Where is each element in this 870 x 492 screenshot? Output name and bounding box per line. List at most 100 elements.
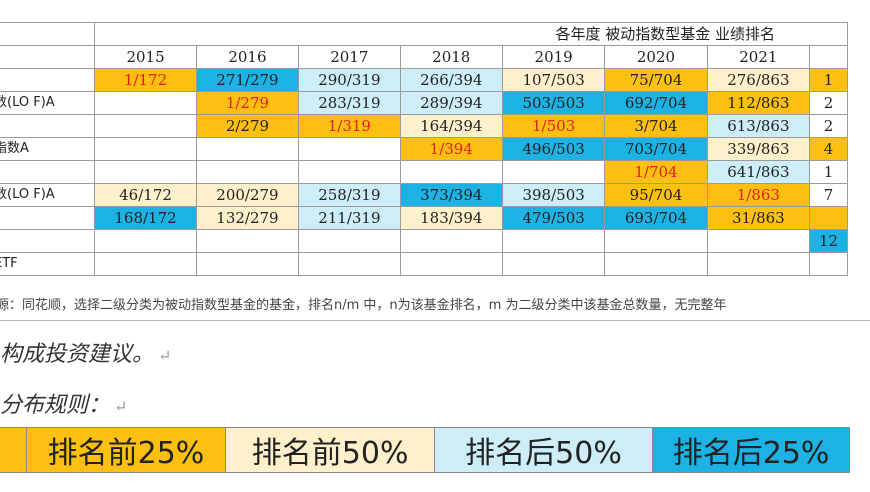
rank-cell: 479/503 <box>501 206 606 230</box>
fund-name: 融ETF <box>0 252 96 276</box>
legend-bottom25: 排名后25% <box>652 427 850 473</box>
rank-cell: 1/503 <box>501 114 606 138</box>
rank-cell <box>809 252 848 276</box>
legend-bottom50: 排名后50% <box>433 427 654 473</box>
rank-cell: 693/704 <box>604 206 708 230</box>
rank-cell: 164/394 <box>399 114 503 138</box>
year-header-row: 2015 2016 2017 2018 2019 2020 2021 <box>0 45 848 69</box>
year-header: 2020 <box>604 45 708 69</box>
rank-cell: 1/863 <box>706 183 811 207</box>
legend-top25: 排名前25% <box>25 427 227 473</box>
rank-cell: 7 <box>809 183 848 207</box>
rank-cell: 496/503 <box>501 137 606 161</box>
legend-swatch <box>0 427 27 473</box>
rank-cell: 266/394 <box>399 68 503 92</box>
rank-cell: 1 <box>809 160 848 184</box>
rank-cell <box>501 229 606 253</box>
rank-cell: 290/319 <box>298 68 401 92</box>
rank-cell: 258/319 <box>298 183 401 207</box>
rank-cell <box>706 252 811 276</box>
paragraph-text: 构成投资建议。 <box>0 342 155 367</box>
corner-cell <box>0 22 96 46</box>
rank-cell <box>399 252 503 276</box>
rank-cell: 339/863 <box>706 137 811 161</box>
rank-cell <box>809 206 848 230</box>
rank-cell: 692/704 <box>604 91 708 115</box>
color-legend: 排名前25% 排名前50% 排名后50% 排名后25% <box>0 427 850 473</box>
rank-cell <box>94 91 197 115</box>
year-header: 2015 <box>94 45 197 69</box>
rank-cell: 2/279 <box>195 114 300 138</box>
rank-cell <box>399 229 503 253</box>
legend-top50: 排名前50% <box>225 427 435 473</box>
rank-cell: 703/704 <box>604 137 708 161</box>
rank-cell <box>94 229 197 253</box>
rank-cell <box>195 160 300 184</box>
title-row: 各年度 被动指数型基金 业绩排名 <box>0 22 848 46</box>
rank-cell: 1/279 <box>195 91 300 115</box>
rank-cell <box>94 160 197 184</box>
fund-name <box>0 160 96 184</box>
rank-cell <box>501 160 606 184</box>
rank-cell: 1/704 <box>604 160 708 184</box>
fund-name: TF <box>0 229 96 253</box>
rank-cell: 168/172 <box>94 206 197 230</box>
year-header: 2017 <box>298 45 401 69</box>
table-row: 1/704 641/863 1 <box>0 160 848 184</box>
rank-cell <box>195 252 300 276</box>
table-row: 指数(LO F)A46/172200/279258/319373/394398/… <box>0 183 848 207</box>
corner-cell <box>0 45 96 69</box>
rank-cell <box>94 114 197 138</box>
divider <box>0 320 870 321</box>
rank-cell <box>399 160 503 184</box>
rank-cell: 1/394 <box>399 137 503 161</box>
rank-cell <box>195 137 300 161</box>
rank-cell: 1/319 <box>298 114 401 138</box>
rank-cell: 183/394 <box>399 206 503 230</box>
fund-name: 利指数A <box>0 137 96 161</box>
table-row: 168/172 132/279 211/319 183/394 479/503 693/7… <box>0 206 848 230</box>
rank-cell: 3/704 <box>604 114 708 138</box>
paragraph-disclaimer: 构成投资建议。 ↵ <box>0 336 171 368</box>
paragraph-text: 分布规则： <box>0 393 111 418</box>
rank-cell: 4 <box>809 137 848 161</box>
paragraph-distribution-rule: 分布规则： ↵ <box>0 387 127 419</box>
fund-name <box>0 206 96 230</box>
rank-cell: 398/503 <box>501 183 606 207</box>
rank-cell: 75/704 <box>604 68 708 92</box>
fund-name: 指数(LO F)A <box>0 91 96 115</box>
table-row: 指数(LO F)A 1/279283/319289/394503/503692/7… <box>0 91 848 115</box>
rank-cell: 641/863 <box>706 160 811 184</box>
rank-cell: 276/863 <box>706 68 811 92</box>
fund-name: 指数(LO F)A <box>0 183 96 207</box>
paragraph-mark-icon: ↵ <box>114 397 128 416</box>
fund-name <box>0 68 96 92</box>
rank-cell <box>604 252 708 276</box>
rank-cell: 95/704 <box>604 183 708 207</box>
ranking-table: 各年度 被动指数型基金 业绩排名 2015 2016 2017 2018 2019 2020… <box>0 22 848 276</box>
rank-cell: 1/172 <box>94 68 197 92</box>
paragraph-mark-icon: ↵ <box>158 346 172 365</box>
rank-cell <box>195 229 300 253</box>
fund-name <box>0 114 96 138</box>
rank-cell: 613/863 <box>706 114 811 138</box>
rank-cell: 132/279 <box>195 206 300 230</box>
rank-cell: 46/172 <box>94 183 197 207</box>
rank-cell <box>298 229 401 253</box>
year-header <box>809 45 848 69</box>
rank-cell <box>298 160 401 184</box>
source-note: 源：同花顺，选择二级分类为被动指数型基金的基金，排名n/m 中，n为该基金排名，… <box>0 298 727 313</box>
rank-cell: 31/863 <box>706 206 811 230</box>
rank-cell: 112/863 <box>706 91 811 115</box>
rank-cell: 12 <box>809 229 848 253</box>
rank-cell: 283/319 <box>298 91 401 115</box>
year-header: 2016 <box>195 45 300 69</box>
table-row: 融ETF <box>0 252 848 276</box>
year-header: 2019 <box>501 45 606 69</box>
rank-cell <box>94 137 197 161</box>
rank-cell <box>604 229 708 253</box>
rank-cell <box>298 137 401 161</box>
table-row: 1/172 271/279 290/319 266/394 107/503 75/704 2… <box>0 68 848 92</box>
rank-cell: 200/279 <box>195 183 300 207</box>
